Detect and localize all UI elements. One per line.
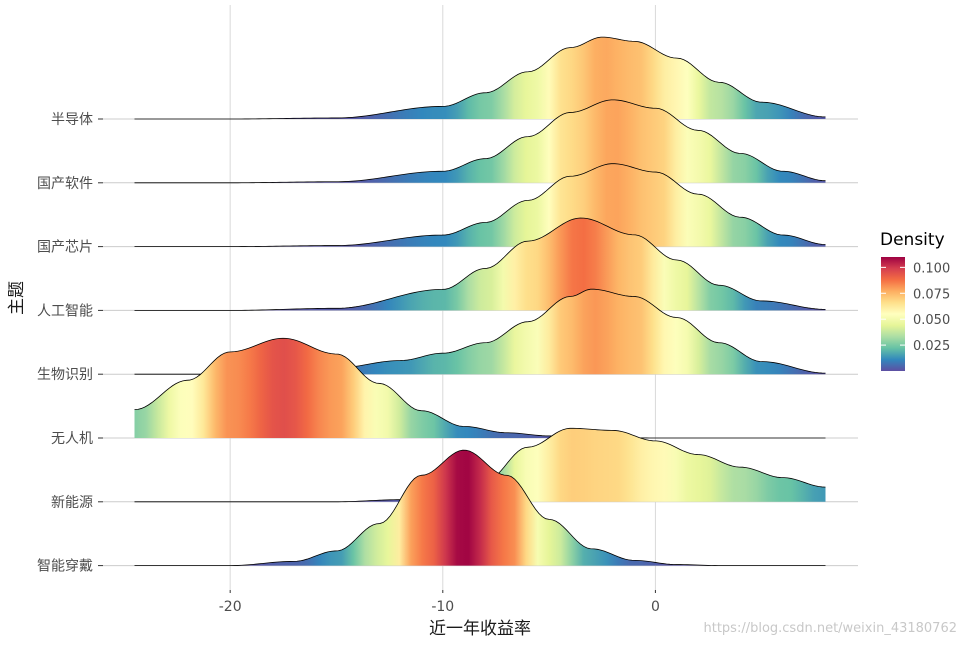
ridge-outline [134, 36, 826, 120]
ridge-outline [134, 99, 826, 184]
ridge-fill [134, 37, 826, 119]
legend: Density 0.025 0.050 0.075 0.100 [880, 230, 950, 371]
y-tick-label: 国产芯片 [37, 240, 93, 256]
legend-tick-label: 0.050 [913, 313, 950, 328]
ridge-outline [134, 337, 826, 439]
y-axis-title: 主题 [7, 281, 27, 315]
ridge-fill [134, 450, 826, 566]
watermark: https://blog.csdn.net/weixin_43180762 [703, 621, 957, 636]
x-tick-label: -10 [431, 599, 454, 615]
y-tick-label: 半导体 [51, 112, 93, 128]
ridge-fill [134, 289, 826, 375]
ridges [134, 36, 826, 566]
legend-tick-label: 0.075 [913, 287, 950, 302]
legend-tick-label: 0.100 [913, 261, 950, 276]
y-tick-label: 智能穿戴 [37, 559, 93, 575]
x-axis-ticks: -20 -10 0 [219, 590, 660, 615]
ridge-国产软件 [134, 99, 826, 184]
y-tick-label: 人工智能 [37, 303, 93, 319]
y-tick-label: 国产软件 [37, 176, 93, 192]
y-tick-label: 生物识别 [37, 367, 93, 383]
x-tick-label: 0 [651, 599, 660, 615]
y-tick-label: 新能源 [51, 495, 93, 511]
ridge-fill [134, 338, 826, 438]
legend-tick-label: 0.025 [913, 339, 950, 354]
ridge-outline [134, 449, 826, 566]
ridge-智能穿戴 [134, 449, 826, 566]
ridge-无人机 [134, 337, 826, 439]
legend-ticks: 0.025 0.050 0.075 0.100 [881, 261, 950, 354]
y-tick-label: 无人机 [51, 431, 93, 447]
ridge-fill [134, 218, 826, 311]
ridge-fill [134, 163, 826, 247]
ridge-人工智能 [134, 217, 826, 311]
legend-colorbar [881, 257, 905, 371]
legend-title: Density [880, 230, 945, 250]
ridge-fill [134, 428, 826, 502]
x-tick-label: -20 [219, 599, 242, 615]
x-axis-title: 近一年收益率 [429, 619, 531, 639]
ridge-国产芯片 [134, 163, 826, 247]
ridge-半导体 [134, 36, 826, 120]
ridge-outline [134, 217, 826, 311]
ridge-outline [134, 163, 826, 247]
ridge-fill [134, 99, 826, 183]
